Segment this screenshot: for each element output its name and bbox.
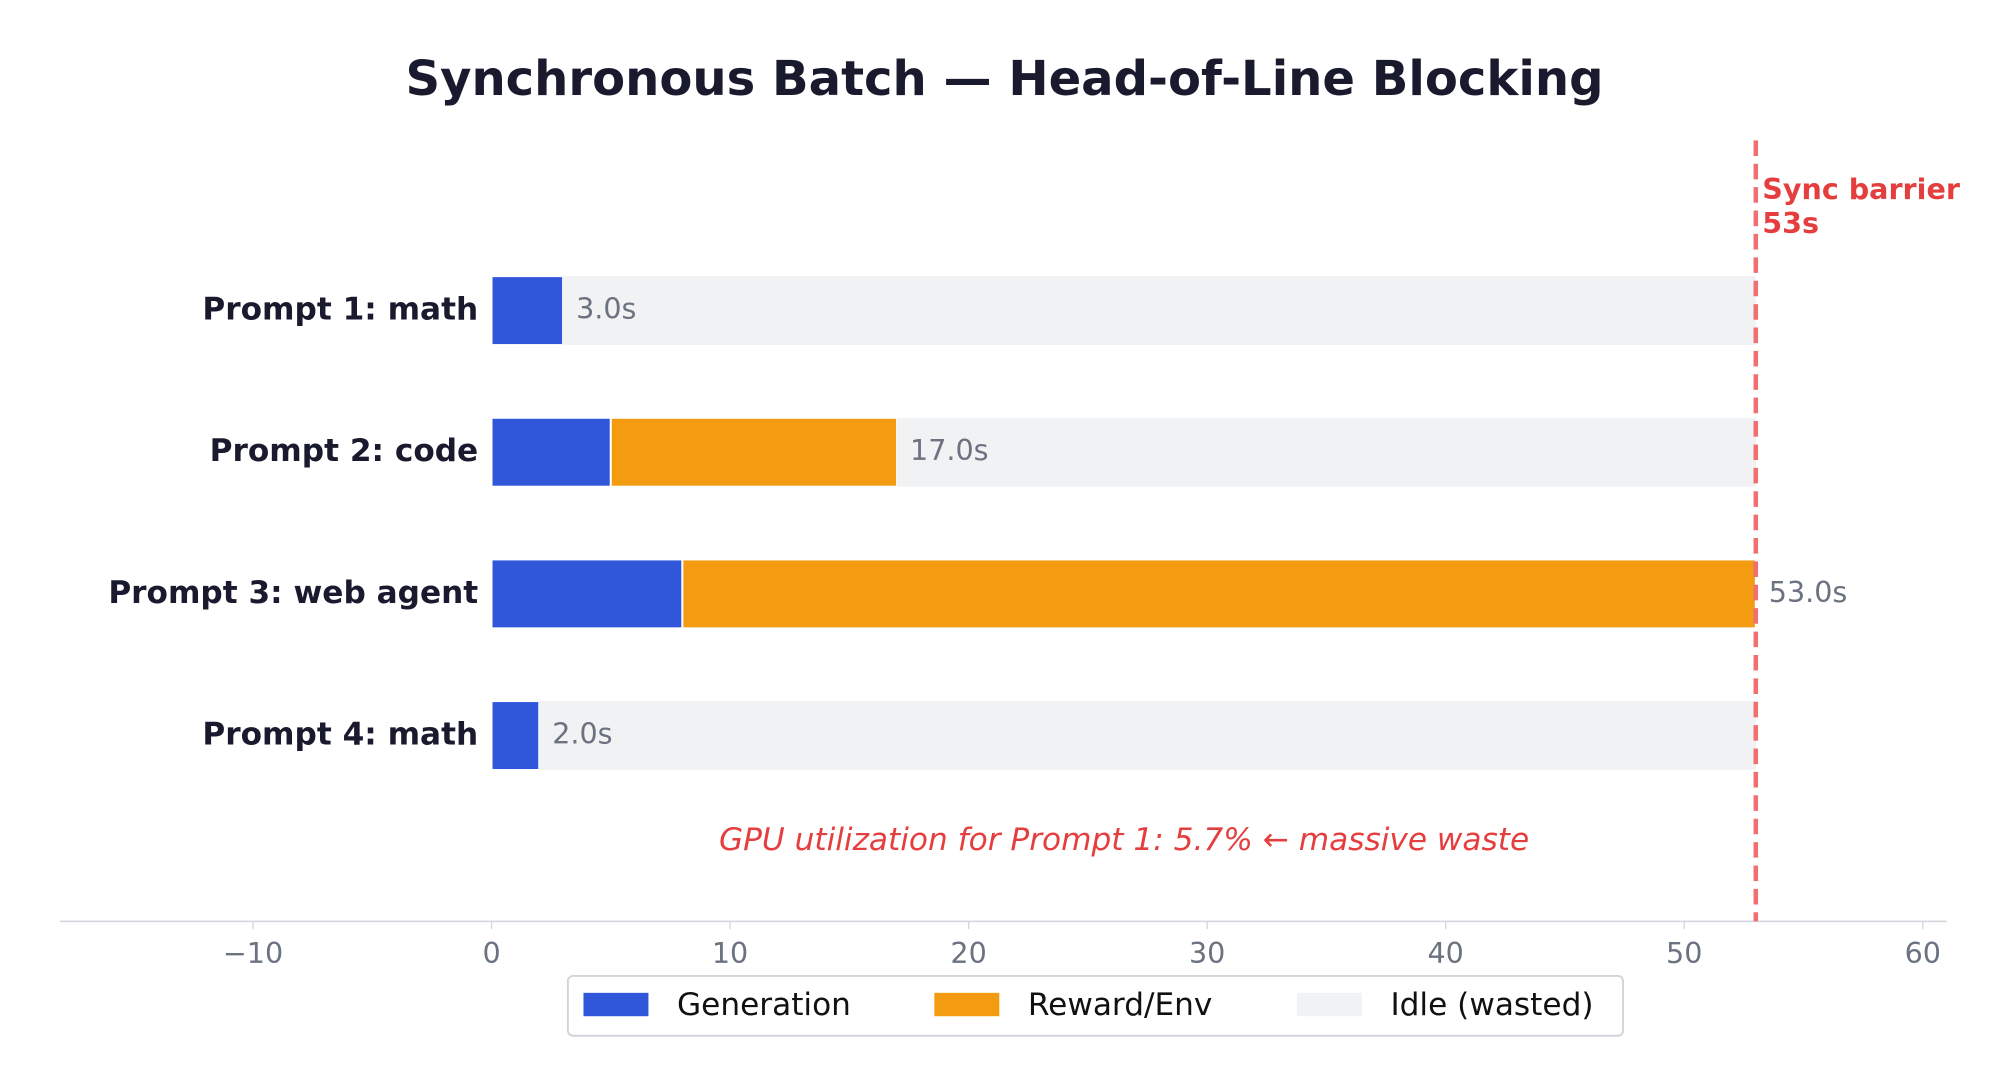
y-tick-label: Prompt 3: web agent [108, 575, 478, 611]
bar-segment [609, 416, 899, 488]
barrier-label: 53s [1762, 206, 1819, 240]
value-label: 53.0s [1769, 575, 1848, 609]
bar-segment [539, 701, 1756, 770]
x-tick-label: 60 [1905, 936, 1941, 970]
x-tick-label: 10 [712, 936, 748, 970]
legend-swatch [583, 992, 649, 1017]
legend-swatch [934, 992, 1000, 1017]
bar-segment [563, 276, 1756, 346]
legend-label: Idle (wasted) [1390, 987, 1593, 1023]
value-label: 17.0s [910, 433, 989, 467]
x-tick-label: 0 [482, 936, 500, 970]
x-tick-label: 40 [1428, 936, 1464, 970]
y-tick-label: Prompt 2: code [210, 433, 479, 469]
bar-segment [490, 558, 684, 630]
chart-title: Synchronous Batch — Head-of-Line Blockin… [405, 51, 1603, 107]
bar-segment [490, 416, 612, 488]
value-label: 2.0s [552, 717, 612, 751]
legend: Generation Reward/Env Idle (wasted) [566, 974, 1625, 1037]
legend-swatch [1296, 992, 1362, 1017]
y-tick-label: Prompt 1: math [202, 292, 478, 328]
legend-label: Generation [677, 987, 851, 1023]
barrier-label: Sync barrier [1762, 172, 1961, 206]
y-tick-label: Prompt 4: math [202, 717, 478, 753]
bar-segment [490, 275, 565, 347]
x-tick-label: 50 [1666, 936, 1702, 970]
x-tick-label: −10 [223, 936, 283, 970]
bar-segment [681, 558, 1757, 630]
annotation: GPU utilization for Prompt 1: 5.7% ← mas… [719, 822, 1529, 858]
legend-label: Reward/Env [1028, 987, 1213, 1023]
bar-segment [897, 417, 1756, 487]
x-tick-label: 20 [950, 936, 986, 970]
bar-segment [490, 700, 541, 771]
value-label: 3.0s [576, 292, 636, 326]
x-tick-label: 30 [1189, 936, 1225, 970]
legend-frame [566, 974, 1625, 1037]
